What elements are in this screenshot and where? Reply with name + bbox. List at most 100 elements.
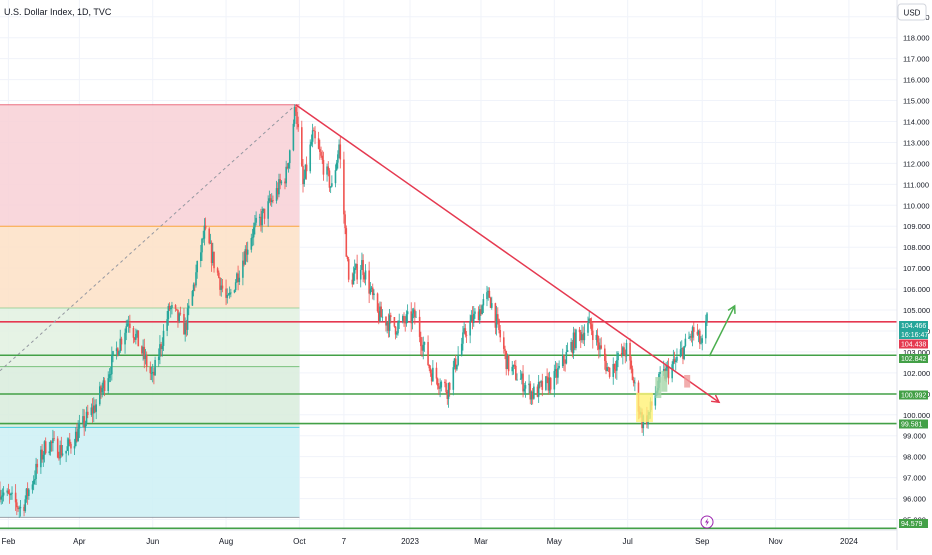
candle-body: [620, 352, 623, 356]
candle-body: [368, 270, 370, 294]
drawings-layer: [0, 104, 736, 529]
candle-body: [26, 488, 29, 497]
currency-button[interactable]: USD: [897, 3, 927, 21]
candle-body: [481, 305, 483, 315]
price-tick-label: 99.000: [903, 432, 926, 441]
candle-body: [706, 313, 708, 322]
candle-body: [513, 364, 516, 366]
price-tick-label: 113.000: [903, 138, 930, 147]
candle-body: [108, 374, 111, 379]
candle-body: [423, 341, 426, 345]
candle-body: [49, 441, 52, 452]
candle-body: [528, 383, 530, 386]
candle-body: [536, 386, 539, 397]
time-tick-label: Apr: [73, 537, 86, 546]
candle-body: [313, 130, 315, 132]
candle-body: [145, 355, 148, 367]
candle-body: [0, 490, 1, 500]
price-label-text: 104.466: [901, 323, 926, 330]
fib-zone: [0, 104, 300, 227]
candle-body: [101, 387, 104, 393]
time-tick-label: 7: [342, 537, 347, 546]
candle-body: [111, 355, 113, 375]
candle-body: [285, 166, 287, 184]
candle-body: [421, 346, 423, 351]
candle-body: [427, 341, 429, 365]
price-tick-label: 117.000: [903, 55, 930, 64]
candle-body: [124, 332, 126, 345]
candle-body: [679, 349, 682, 357]
price-label-text: 102.842: [901, 356, 926, 363]
candle-body: [92, 405, 95, 414]
candle-body: [117, 348, 119, 356]
candle-body: [422, 344, 425, 351]
candle-body: [385, 316, 387, 326]
candle-body: [242, 260, 244, 278]
candle-body: [311, 130, 314, 142]
candle-body: [58, 457, 60, 459]
candle-body: [523, 388, 526, 392]
candle-body: [478, 309, 481, 321]
candle-body: [132, 328, 135, 338]
candle-body: [488, 290, 491, 298]
candle-body: [573, 332, 576, 349]
candle-body: [169, 307, 172, 310]
time-tick-label: 2024: [840, 537, 858, 546]
candle-body: [583, 332, 586, 341]
candle-body: [504, 348, 506, 352]
candle-body: [489, 297, 492, 308]
candle-body: [674, 360, 677, 362]
candle-body: [185, 323, 188, 330]
candle-body: [406, 311, 409, 315]
candle-body: [310, 141, 313, 145]
green-box: [655, 377, 662, 399]
candle-body: [548, 377, 551, 391]
candle-body: [338, 144, 340, 155]
candle-body: [565, 351, 568, 364]
candle-body: [691, 327, 694, 338]
price-tick-label: 115.000: [903, 97, 930, 106]
candle-body: [61, 453, 64, 456]
candle-body: [456, 364, 458, 370]
candle-body: [579, 332, 582, 341]
candle-body: [519, 378, 522, 380]
candle-body: [228, 292, 231, 295]
candle-body: [219, 277, 221, 290]
fib-zone: [0, 366, 300, 428]
candle-body: [537, 381, 540, 397]
candle-body: [699, 330, 701, 344]
candle-body: [453, 358, 456, 368]
candle-body: [470, 315, 473, 321]
candle-body: [83, 416, 85, 428]
candle-body: [209, 242, 212, 244]
candle-body: [432, 367, 434, 382]
candle-body: [66, 446, 69, 451]
candle-body: [553, 370, 556, 390]
candle-body: [288, 150, 291, 164]
highlight-box: [636, 392, 653, 423]
candle-body: [403, 316, 405, 322]
candle-body: [418, 316, 421, 337]
candle-body: [238, 277, 241, 283]
candle-body: [243, 260, 245, 265]
candle-body: [200, 252, 202, 262]
candle-body: [462, 332, 464, 344]
candle-body: [162, 330, 165, 346]
candle-body: [516, 379, 518, 381]
candle-body: [70, 443, 72, 449]
candle-body: [588, 318, 590, 323]
price-tick-label: 108.000: [903, 243, 930, 252]
candle-body: [608, 367, 611, 377]
candle-body: [351, 279, 354, 285]
candle-body: [522, 373, 524, 392]
candle-body: [571, 342, 574, 354]
candle-body: [625, 342, 628, 357]
candle-body: [575, 329, 577, 349]
candle-body: [24, 499, 27, 511]
candle-body: [371, 287, 374, 296]
candle-body: [193, 284, 196, 286]
candle-body: [167, 305, 170, 320]
candle-body: [430, 373, 433, 382]
